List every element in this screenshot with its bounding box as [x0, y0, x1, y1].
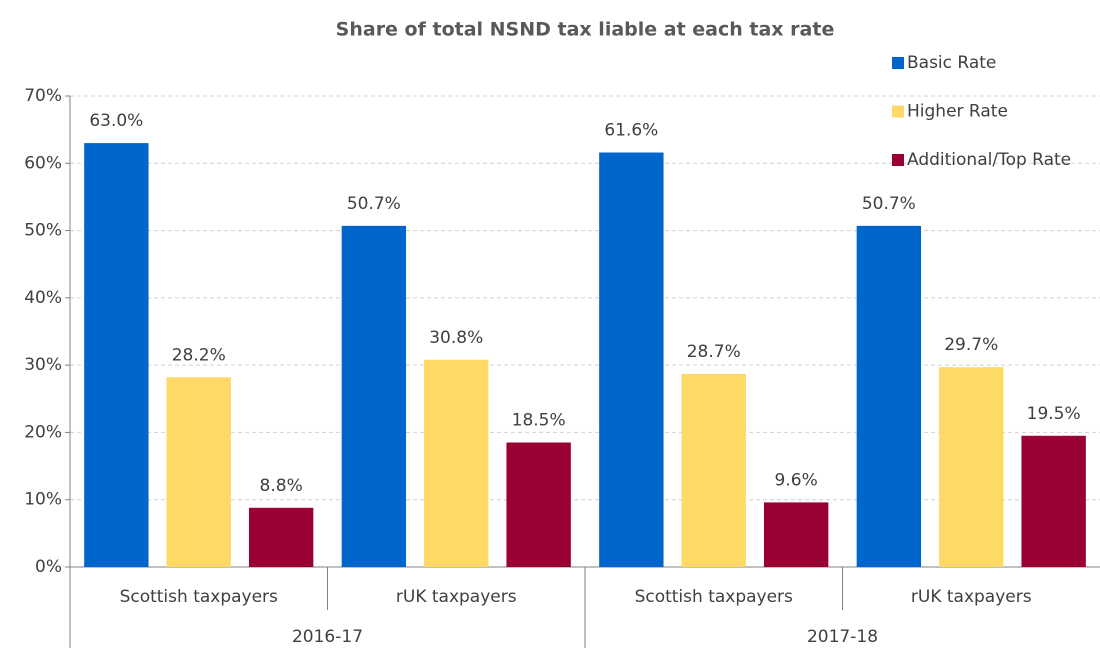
data-label: 30.8% — [429, 328, 483, 348]
y-tick-label: 20% — [24, 422, 62, 442]
bar — [856, 225, 922, 567]
y-tick-label: 30% — [24, 355, 62, 375]
group-label: 2017-18 — [807, 627, 878, 647]
chart-title: Share of total NSND tax liable at each t… — [336, 19, 835, 41]
data-label: 61.6% — [604, 121, 658, 141]
data-label: 28.7% — [687, 342, 741, 362]
data-label: 19.5% — [1027, 404, 1081, 424]
data-label: 50.7% — [347, 194, 401, 214]
bar — [763, 502, 829, 567]
legend-label: Basic Rate — [907, 53, 996, 73]
y-tick-label: 70% — [24, 86, 62, 106]
group-label: 2016-17 — [292, 627, 363, 647]
data-label: 29.7% — [944, 335, 998, 355]
x-tick-label: rUK taxpayers — [396, 587, 517, 607]
data-label: 9.6% — [775, 470, 818, 490]
legend-label: Higher Rate — [907, 102, 1008, 122]
data-label: 8.8% — [260, 476, 303, 496]
legend-swatch — [892, 105, 904, 118]
bar — [599, 152, 664, 567]
y-tick-label: 10% — [24, 490, 62, 510]
legend-label: Additional/Top Rate — [907, 150, 1071, 170]
bar — [1021, 435, 1086, 567]
y-tick-label: 40% — [24, 288, 62, 308]
y-tick-label: 60% — [24, 153, 62, 173]
data-label: 63.0% — [89, 111, 143, 131]
bar — [166, 377, 231, 567]
data-label: 18.5% — [512, 411, 566, 431]
bar — [341, 225, 407, 567]
legend-swatch — [892, 57, 904, 69]
bar — [506, 442, 571, 567]
x-tick-label: Scottish taxpayers — [120, 587, 278, 607]
data-label: 28.2% — [172, 345, 226, 365]
data-label: 50.7% — [862, 194, 916, 214]
bar — [939, 367, 1004, 567]
bar — [248, 507, 314, 567]
x-tick-label: Scottish taxpayers — [635, 587, 793, 607]
y-tick-label: 0% — [35, 557, 62, 577]
y-tick-label: 50% — [24, 221, 62, 241]
x-tick-label: rUK taxpayers — [911, 587, 1032, 607]
bar — [424, 359, 489, 567]
bar — [84, 143, 149, 567]
bar — [681, 373, 746, 567]
legend-swatch — [892, 154, 904, 166]
